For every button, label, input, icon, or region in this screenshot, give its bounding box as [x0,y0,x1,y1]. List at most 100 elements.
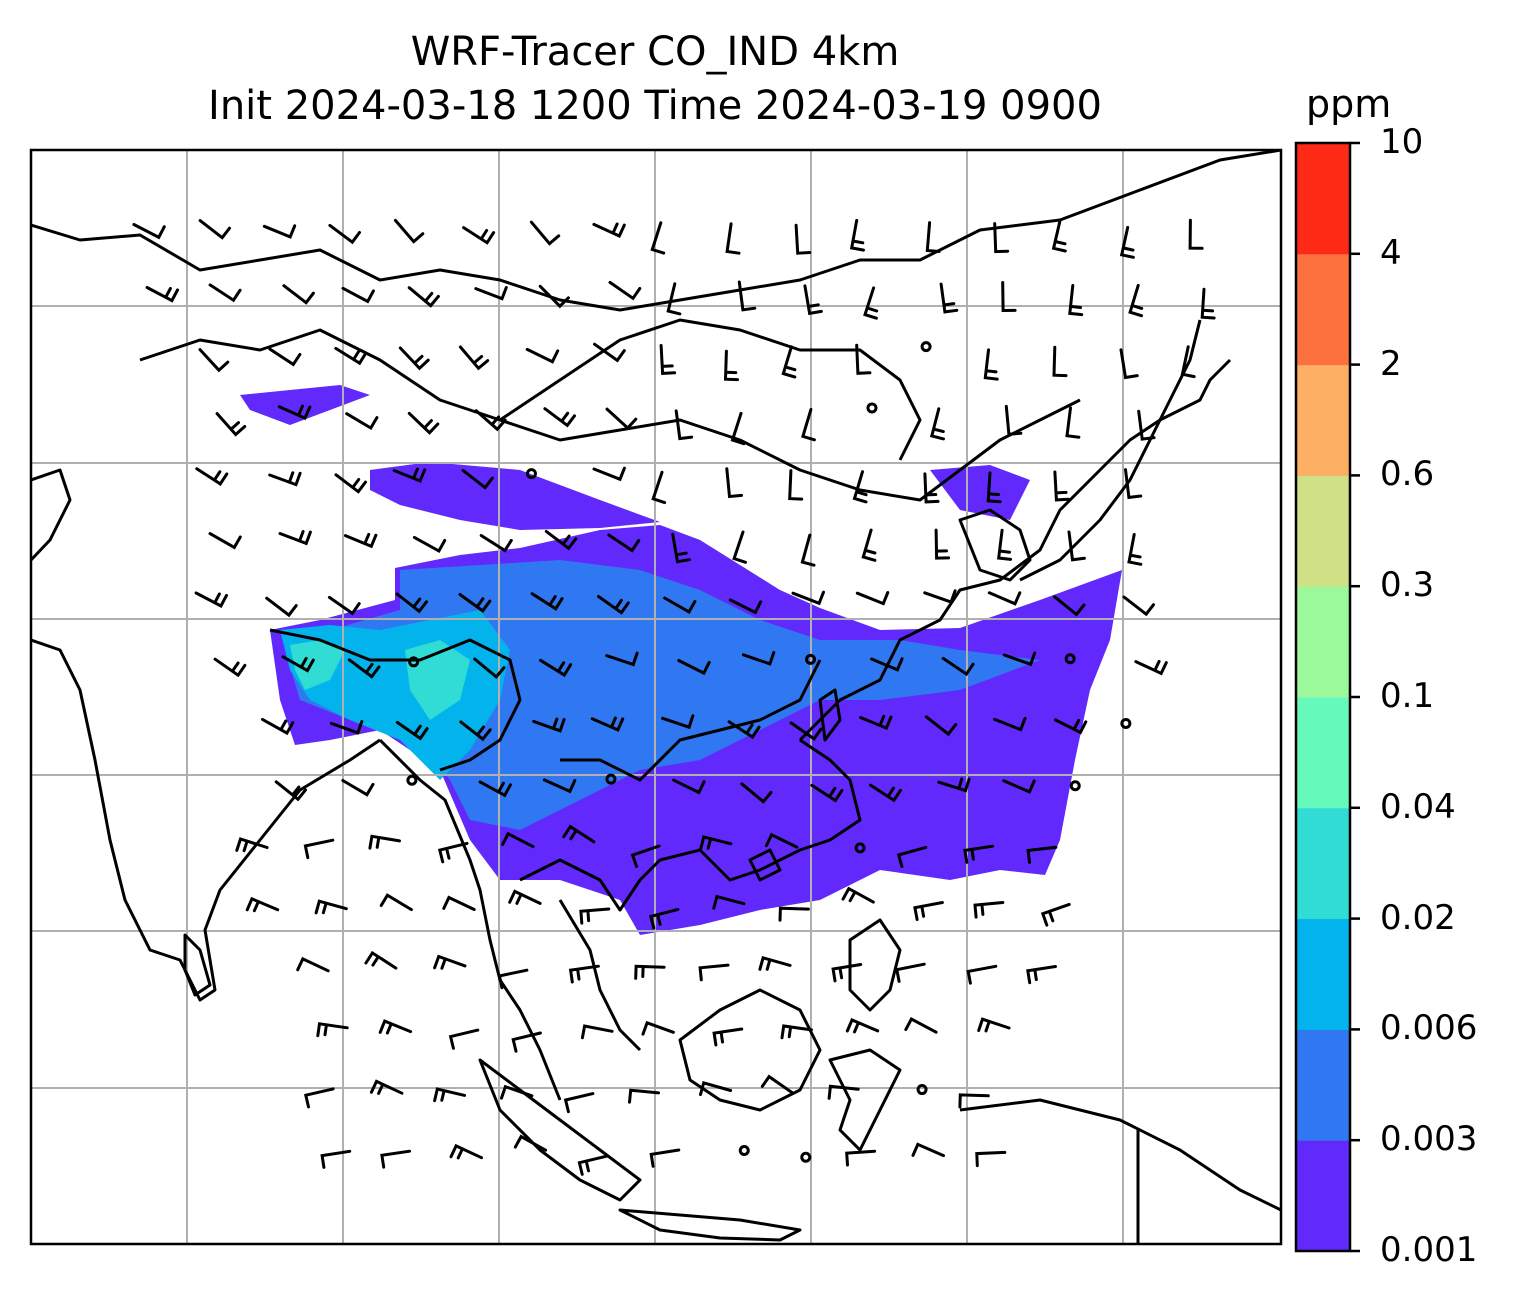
wind-barb [870,657,904,672]
border-indochina [560,659,822,782]
wind-barb [500,1084,534,1100]
wind-calm-marker [525,468,537,480]
wind-barb [778,906,810,922]
wind-barb [937,777,971,793]
tracer-field [240,385,1122,935]
wind-barb [800,533,816,567]
wind-barb [630,844,661,868]
wind-barb [1004,404,1023,436]
wind-barb [712,1027,744,1047]
wind-barb [963,844,995,864]
wind-barb [542,778,577,794]
wind-barb [911,1142,945,1158]
wind-barb [593,342,626,363]
border-himalaya [269,628,522,772]
wind-barb [198,219,231,240]
wind-barb [544,529,578,551]
gridlines [31,150,1281,1244]
wind-barb [849,218,865,252]
wind-barb [1052,345,1068,378]
colorbar-segment [1296,807,1350,920]
colorbar-segment [1296,143,1350,255]
wind-barb [530,592,564,611]
wind-barb [1040,902,1071,927]
wind-barb [663,596,697,614]
coastline-sri-lanka [183,933,212,997]
wind-barb [448,1028,480,1050]
wind-barb [1053,595,1086,617]
coastline-indochina [519,738,862,912]
tracer-field-north-band [370,462,660,530]
wind-barb [458,345,490,371]
wind-barb [479,534,513,553]
wind-barb [511,1031,542,1053]
wind-barb [698,963,730,982]
wind-barb [478,780,512,798]
wind-barb [459,720,492,742]
wind-barb [442,895,476,911]
wind-calm-marker [920,341,932,353]
wind-barb [1188,218,1204,250]
wind-barb [649,1148,681,1168]
wind-calm-marker [406,774,418,786]
wind-barb [412,535,447,554]
wind-barb [861,528,877,562]
wind-barb [538,284,570,309]
wind-barb [327,595,361,616]
colorbar-tick-label: 4 [1380,232,1402,273]
wind-calm-marker [1120,717,1132,729]
colorbar-segment [1296,586,1350,698]
wind-barb [513,1134,548,1152]
wind-barb [262,224,297,239]
wind-barb [789,721,823,741]
wind-barb [939,282,959,314]
wind-barb [659,344,677,375]
wind-barb [1068,284,1084,317]
wind-barb [347,658,381,679]
wind-barb [1065,406,1081,439]
colorbar-tick-label: 10 [1380,122,1424,162]
wind-barb [605,407,638,431]
wind-barb [433,954,467,970]
wind-barb [577,1154,609,1176]
wind-barbs [132,218,1216,1176]
wind-barb [329,720,364,735]
wind-calm-marker [866,402,878,414]
wind-barb [392,467,427,483]
colorbar-tick-label: 0.04 [1380,786,1456,827]
wind-barb [727,720,761,740]
wind-barb [923,472,940,504]
wind-barb [801,408,816,442]
wind-barb [993,222,1010,254]
wind-barb [380,1149,412,1169]
wind-barb [281,655,315,673]
wind-barb [497,968,529,990]
wind-barb [794,223,812,255]
wind-barb [1119,225,1135,259]
colorbar-segment [1296,364,1350,476]
wind-barb [369,1079,404,1095]
coastline-arabian-west [31,468,72,562]
wind-barb [605,651,639,667]
wind-barb [277,404,312,421]
wind-barb [650,221,666,255]
wind-barb [1002,651,1037,667]
wind-barb [395,592,428,614]
wind-barb [580,1024,614,1040]
border-central-asia [139,328,1081,502]
wind-calm-marker [605,773,617,785]
wind-barb [508,889,542,905]
tracer-field-east-patch [930,465,1030,520]
wind-barb [973,901,1005,919]
wind-barb [278,530,312,546]
wind-barb [923,589,957,605]
wind-barb [975,1150,1007,1168]
wind-barb [699,1081,733,1096]
wind-barb [341,779,375,797]
wind-barb [437,841,469,864]
wind-barb [433,1087,467,1103]
coastlines [31,150,1281,1244]
coastline-korea [958,508,1032,582]
wind-barb [986,471,1002,504]
